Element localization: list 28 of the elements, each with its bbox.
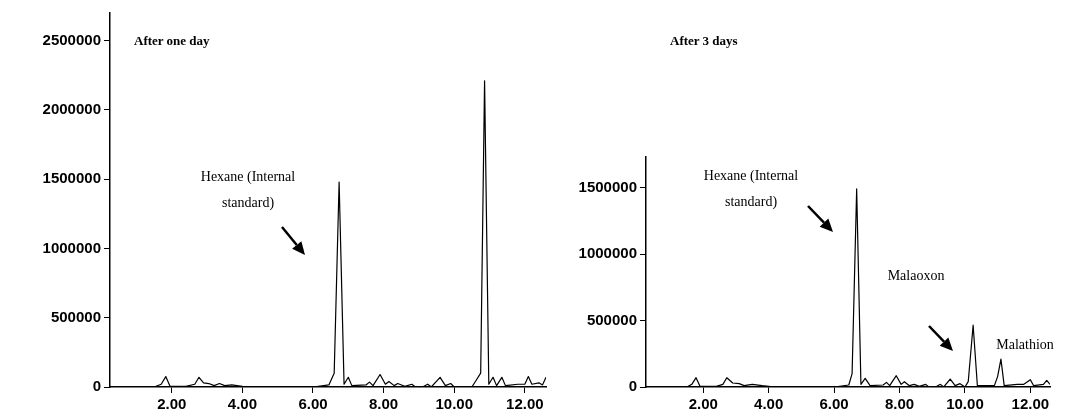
y-tick-label: 2500000 [42,30,101,48]
text: After one day [134,33,211,49]
x-tick-label: 2.00 [688,395,718,413]
annotation: Malathion [996,336,1054,352]
x-tick-label: 10.00 [435,395,473,413]
y-tick-label: 1000000 [578,244,637,262]
y-tick-label: 0 [628,377,637,395]
y-tick-label: 500000 [50,307,101,325]
annotation: Malaoxon [887,267,945,283]
y-tick-label: 1000000 [42,238,101,256]
y-tick-label: 500000 [586,310,637,328]
annotation: Hexane (Internal standard) [200,168,296,211]
annotation: Hexane (Internal standard) [703,167,799,210]
x-tick-label: 4.00 [754,395,784,413]
x-tick-label: 4.00 [227,395,257,413]
y-tick-label: 1500000 [42,169,101,187]
x-tick-label: 12.00 [1011,395,1050,413]
x-tick-label: 2.00 [157,395,187,413]
chart-title: After 3 days [670,33,738,49]
x-tick-label: 6.00 [819,395,849,413]
y-tick-label: 2000000 [42,100,101,118]
x-tick-label: 8.00 [884,395,915,413]
x-tick-label: 6.00 [298,395,328,413]
x-tick-label: 8.00 [369,395,399,413]
y-tick-label: 1500000 [578,177,637,195]
x-tick-label: 12.00 [506,395,544,413]
x-tick-label: 10.00 [946,395,984,413]
y-tick-label: 0 [92,377,101,395]
